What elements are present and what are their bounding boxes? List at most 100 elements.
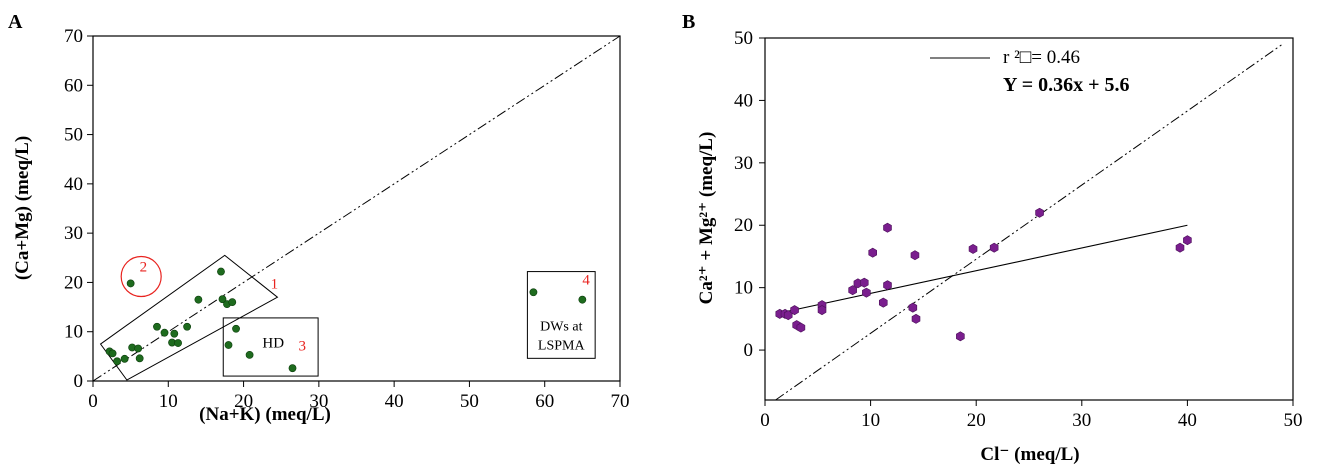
panel-a-point — [183, 322, 192, 331]
panel-b-regression-line — [775, 224, 1188, 315]
panel-b-point — [859, 277, 869, 288]
panel-b-point — [1175, 242, 1185, 253]
panel-b-point — [868, 247, 878, 258]
panel-a-point — [194, 295, 203, 304]
panel-a-y-tick-label: 0 — [74, 371, 84, 392]
panel-a-point — [578, 295, 587, 304]
panel-a-point — [134, 344, 143, 353]
panel-a-plot-frame — [92, 35, 621, 382]
panel-b-point — [848, 285, 857, 296]
group-3-box — [222, 317, 319, 377]
panel-b-point — [989, 242, 999, 253]
panel-a-point — [245, 350, 254, 359]
group-3-label: 3 — [299, 338, 307, 354]
panel-b-point — [878, 297, 888, 308]
panel-b-point — [968, 244, 978, 254]
panel-a-x-tick-label: 20 — [234, 391, 253, 412]
panel-b-y-tick-label: 30 — [734, 153, 753, 174]
panel-b: B 0 10 20 30 40 50 0 10 20 30 40 50 r ²□= 0.46 Y =… — [682, 11, 1303, 465]
panel-b-regression-line-group — [775, 224, 1188, 315]
panel-b-point — [911, 313, 921, 324]
panel-a-label: A — [8, 11, 23, 33]
panel-a-y-tick-label: 40 — [64, 174, 83, 195]
panel-a-point — [232, 324, 240, 333]
panel-a-point — [217, 267, 225, 276]
group-4-label: 4 — [582, 272, 590, 288]
panel-a-point — [529, 288, 538, 297]
dws-label-line2: LSPMA — [538, 338, 586, 353]
regression-equation: Y = 0.36x + 5.6 — [1003, 74, 1130, 96]
panel-b-y-tick-label: 40 — [734, 90, 753, 111]
panel-b-x-axis-title: Cl⁻ (meq/L) — [980, 444, 1079, 465]
panel-a-points — [105, 267, 587, 373]
panel-a-point — [120, 354, 129, 363]
panel-b-y-tick-label: 50 — [734, 28, 753, 49]
panel-a-x-tick-label: 40 — [385, 391, 404, 412]
panel-b-x-tick-label: 10 — [861, 410, 880, 431]
panel-a-point — [113, 357, 121, 366]
dws-label-line1: DWs at — [540, 320, 582, 335]
panel-b-point — [796, 322, 806, 333]
panel-b-point — [908, 302, 918, 313]
panel-a-y-tick-label: 20 — [64, 272, 83, 293]
legend-r2-label: r ²□= 0.46 — [1003, 47, 1080, 68]
panel-a-y-tick-label: 10 — [64, 322, 83, 343]
panel-b-y-tick-label: 20 — [734, 215, 753, 236]
panel-a-point — [126, 279, 135, 288]
group-2-circle — [120, 255, 162, 298]
panel-a-point — [174, 339, 182, 347]
panel-a-x-tick-label: 30 — [309, 391, 328, 412]
panel-b-label: B — [682, 11, 695, 33]
panel-a-group-boxes: 1 2 HD 3 4 DWs at LSPMA — [99, 254, 596, 381]
panel-b-point — [862, 287, 871, 298]
panel-a-y-ticks: 0 10 20 30 40 50 60 70 — [64, 26, 93, 392]
panel-a-y-tick-label: 50 — [64, 125, 83, 146]
panel-b-x-tick-label: 20 — [967, 410, 986, 431]
panel-a-x-tick-label: 60 — [535, 391, 554, 412]
panel-a-reference-line — [92, 35, 621, 382]
panel-a-point — [108, 349, 117, 358]
panel-b-y-axis-title: Ca²⁺ + Mg²⁺ (meq/L) — [696, 132, 717, 305]
panel-b-y-tick-label: 0 — [744, 340, 754, 361]
panel-b-point — [817, 305, 827, 316]
panel-b-y-tick-label: 10 — [734, 278, 753, 299]
hd-label: HD — [262, 335, 284, 351]
panel-b-reference-line — [775, 43, 1283, 401]
panel-a-point — [170, 329, 179, 338]
panel-b-x-ticks: 0 10 20 30 40 50 — [760, 400, 1303, 431]
panel-a-point — [135, 354, 144, 363]
group-2-label: 2 — [140, 260, 148, 276]
panel-b-reference-line-group — [775, 43, 1283, 401]
panel-b-point — [910, 250, 920, 261]
panel-a-x-axis-title: (Na+K) (meq/L) — [199, 404, 331, 425]
group-4-box — [526, 271, 596, 359]
panel-a-x-tick-label: 70 — [611, 391, 630, 412]
panel-a-x-ticks: 0 10 20 30 40 50 60 70 — [88, 381, 630, 412]
panel-b-x-tick-label: 30 — [1072, 410, 1091, 431]
panel-b-plot-frame — [764, 37, 1294, 401]
panel-a-x-tick-label: 0 — [88, 391, 98, 412]
panel-b-point — [883, 280, 892, 291]
panel-a-reference-line-group — [92, 35, 621, 382]
panel-b-x-tick-label: 0 — [760, 410, 770, 431]
panel-a-y-tick-label: 70 — [64, 26, 83, 47]
panel-b-point — [790, 305, 799, 316]
panel-a-point — [218, 295, 227, 304]
panel-a-point — [228, 298, 237, 307]
panel-a-x-tick-label: 50 — [460, 391, 479, 412]
panel-b-point — [883, 222, 892, 233]
panel-a-point — [224, 341, 233, 349]
group-1-box — [99, 254, 279, 381]
panel-b-point — [1183, 235, 1192, 246]
panel-a-y-tick-label: 30 — [64, 223, 83, 244]
panel-a-point — [288, 364, 297, 373]
panel-a-y-axis-title: (Ca+Mg) (meq/L) — [12, 136, 33, 280]
panel-b-points — [775, 207, 1192, 342]
panel-a-point — [153, 322, 161, 331]
panel-a-y-tick-label: 60 — [64, 75, 83, 96]
panel-b-point — [1035, 207, 1044, 218]
group-1-label: 1 — [271, 276, 279, 292]
panel-a-x-tick-label: 10 — [159, 391, 178, 412]
panel-b-y-ticks: 0 10 20 30 40 50 — [734, 28, 765, 361]
